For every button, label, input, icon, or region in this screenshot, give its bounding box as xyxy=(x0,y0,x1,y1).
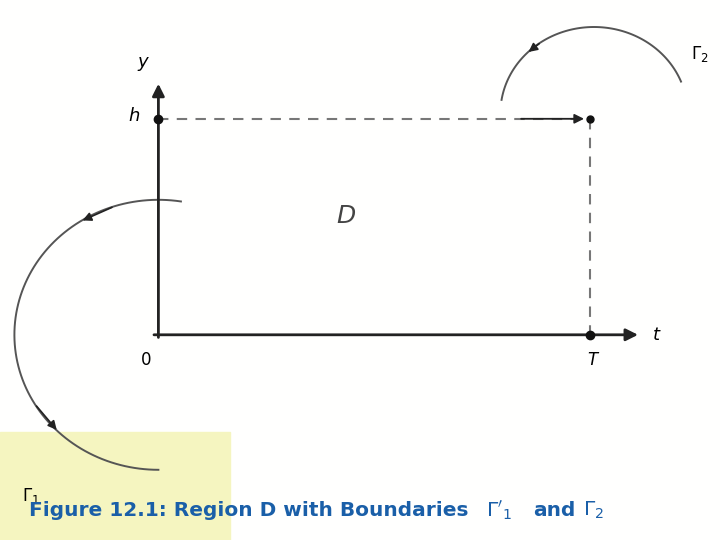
Text: $T$: $T$ xyxy=(588,351,600,369)
Text: $D$: $D$ xyxy=(336,204,356,228)
Text: $0$: $0$ xyxy=(140,351,151,369)
Text: $\Gamma_1$: $\Gamma_1$ xyxy=(22,486,40,506)
Text: Figure 12.1: Region D with Boundaries: Figure 12.1: Region D with Boundaries xyxy=(29,501,468,520)
Text: and: and xyxy=(533,501,575,520)
Text: $\Gamma_2$: $\Gamma_2$ xyxy=(691,44,709,64)
Bar xyxy=(0,432,230,540)
Text: $t$: $t$ xyxy=(652,326,661,344)
Text: $h$: $h$ xyxy=(128,107,140,125)
Text: $\Gamma_2$: $\Gamma_2$ xyxy=(583,500,604,521)
Text: $y$: $y$ xyxy=(138,55,150,73)
Text: $\Gamma'_1$: $\Gamma'_1$ xyxy=(486,498,512,522)
